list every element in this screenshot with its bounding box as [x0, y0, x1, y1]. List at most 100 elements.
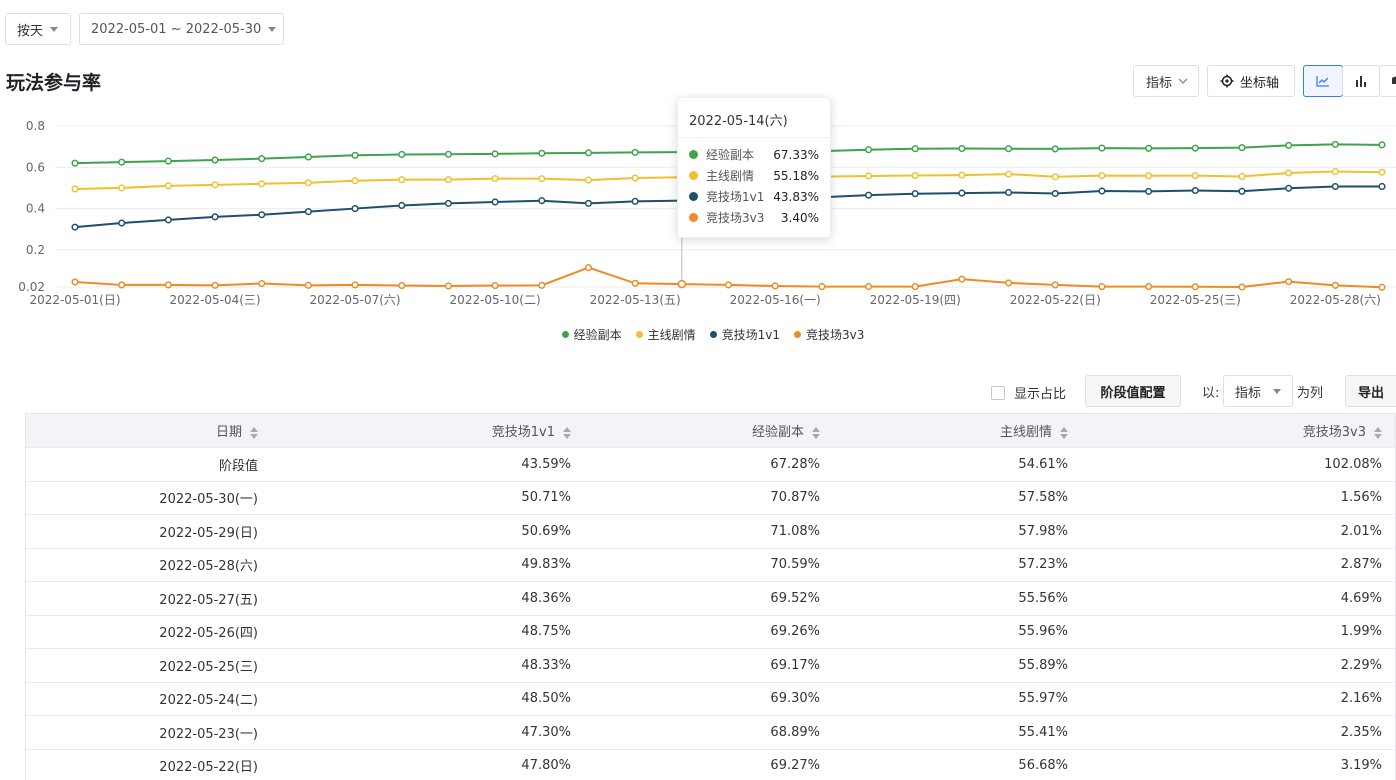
- row-value: 3.19%: [1340, 758, 1382, 774]
- show-ratio-checkbox[interactable]: 显示占比: [991, 383, 1066, 402]
- sort-icon[interactable]: [250, 426, 258, 439]
- row-value: 57.98%: [1018, 523, 1068, 539]
- data-point: [1191, 172, 1199, 180]
- row-value: 57.23%: [1018, 557, 1068, 573]
- data-point: [538, 197, 546, 205]
- data-point: [1051, 145, 1059, 153]
- row-value: 69.26%: [770, 624, 820, 640]
- axis-settings-button[interactable]: 坐标轴: [1207, 65, 1295, 97]
- data-point: [491, 175, 499, 183]
- data-point: [1051, 281, 1059, 289]
- tooltip-row: 主线剧情 55.18%: [678, 165, 830, 186]
- header-arena-3v3[interactable]: 竞技场3v3: [1068, 421, 1382, 440]
- legend-item[interactable]: 主线剧情: [635, 326, 696, 343]
- data-point: [1285, 184, 1293, 192]
- checkbox-box[interactable]: [991, 385, 1005, 400]
- row-value: 2.01%: [1340, 523, 1382, 539]
- header-arena-1v1[interactable]: 竞技场1v1: [258, 421, 571, 440]
- data-point: [1098, 144, 1106, 152]
- row-value: 4.69%: [1340, 590, 1382, 606]
- row-value: 56.68%: [1018, 758, 1068, 774]
- metric-dropdown-label: 指标: [1146, 75, 1173, 91]
- tooltip-title: 2022-05-14(六): [678, 98, 830, 138]
- data-point: [1331, 281, 1339, 289]
- pie-chart-toggle[interactable]: [1379, 65, 1396, 97]
- data-point: [1051, 173, 1059, 181]
- data-point: [351, 281, 359, 289]
- legend-item[interactable]: 经验副本: [561, 326, 622, 343]
- legend-item[interactable]: 竞技场1v1: [709, 326, 781, 343]
- data-point: [258, 211, 266, 219]
- data-point: [958, 189, 966, 197]
- row-value: 48.36%: [521, 590, 571, 606]
- row-value: 2.35%: [1340, 724, 1382, 740]
- data-point: [211, 281, 219, 289]
- data-point: [398, 282, 406, 290]
- sort-icon[interactable]: [1374, 426, 1382, 439]
- data-point: [444, 282, 452, 290]
- x-tick-label: 2022-05-10(二): [450, 293, 541, 307]
- data-point: [444, 150, 452, 158]
- data-point: [864, 283, 873, 291]
- table-row: 2022-05-22(日) 47.80% 69.27% 56.68% 3.19%: [26, 750, 1395, 780]
- data-point: [258, 279, 266, 288]
- export-button[interactable]: 导出: [1345, 375, 1396, 407]
- stage-config-button[interactable]: 阶段值配置: [1085, 375, 1181, 407]
- tooltip-row: 竞技场3v3 3.40%: [678, 207, 830, 228]
- data-point: [491, 282, 499, 290]
- sort-icon[interactable]: [1060, 426, 1068, 439]
- line-chart-toggle[interactable]: [1303, 65, 1343, 97]
- tooltip-series-name: 竞技场3v3: [706, 211, 765, 225]
- legend-dot-icon: [794, 331, 802, 338]
- header-exp-dungeon[interactable]: 经验副本: [571, 421, 820, 440]
- data-point: [211, 181, 219, 189]
- y-tick-label: 0.2: [26, 243, 45, 257]
- row-value: 70.87%: [770, 490, 820, 506]
- column-by-value: 指标: [1235, 385, 1262, 401]
- row-value: 2.29%: [1340, 657, 1382, 673]
- granularity-value: 按天: [17, 23, 44, 39]
- tooltip-series-name: 经验副本: [706, 148, 755, 162]
- x-tick-label: 2022-05-07(六): [310, 293, 401, 307]
- row-value: 69.27%: [770, 758, 820, 774]
- data-point: [1051, 189, 1059, 198]
- sort-icon[interactable]: [563, 426, 571, 439]
- row-value: 48.33%: [521, 657, 571, 673]
- sort-icon[interactable]: [812, 426, 820, 439]
- header-date[interactable]: 日期: [26, 421, 258, 440]
- tooltip-series-value: 55.18%: [773, 168, 819, 183]
- data-point: [864, 191, 873, 199]
- data-point: [1005, 145, 1013, 153]
- header-main-story[interactable]: 主线剧情: [820, 421, 1068, 440]
- gear-icon: [1220, 74, 1234, 88]
- row-value: 69.17%: [770, 657, 820, 673]
- data-point: [864, 146, 873, 154]
- data-point: [1191, 283, 1199, 291]
- table-row: 2022-05-30(一) 50.71% 70.87% 57.58% 1.56%: [26, 482, 1395, 515]
- table-row: 2022-05-25(三) 48.33% 69.17% 55.89% 2.29%: [26, 649, 1395, 683]
- data-table: 日期 竞技场1v1 经验副本 主线剧情 竞技场3v3 阶段值 43.59% 67.2…: [25, 413, 1396, 780]
- data-point: [1005, 170, 1013, 178]
- x-tick-label: 2022-05-01(日): [29, 293, 120, 307]
- column-by-select[interactable]: 指标: [1223, 375, 1293, 407]
- granularity-select[interactable]: 按天: [5, 13, 71, 45]
- data-point: [398, 176, 406, 184]
- legend-item[interactable]: 竞技场3v3: [794, 326, 864, 343]
- data-point: [911, 171, 919, 180]
- date-range-picker[interactable]: 2022-05-01 ~ 2022-05-30: [79, 13, 284, 45]
- row-value: 68.89%: [770, 724, 820, 740]
- row-date: 2022-05-22(日): [159, 760, 258, 776]
- row-value: 50.69%: [521, 523, 571, 539]
- data-point: [1378, 283, 1386, 291]
- metric-dropdown[interactable]: 指标: [1133, 65, 1199, 97]
- bar-chart-toggle[interactable]: [1342, 65, 1380, 97]
- legend-label: 竞技场3v3: [806, 328, 865, 342]
- data-point: [538, 149, 546, 157]
- row-value: 55.89%: [1018, 657, 1068, 673]
- row-value: 55.56%: [1018, 590, 1068, 606]
- table-row: 2022-05-27(五) 48.36% 69.52% 55.56% 4.69%: [26, 582, 1395, 616]
- data-point: [1098, 172, 1106, 180]
- legend-label: 竞技场1v1: [721, 328, 781, 342]
- chevron-down-icon: [50, 26, 59, 32]
- row-date: 2022-05-23(一): [159, 726, 258, 742]
